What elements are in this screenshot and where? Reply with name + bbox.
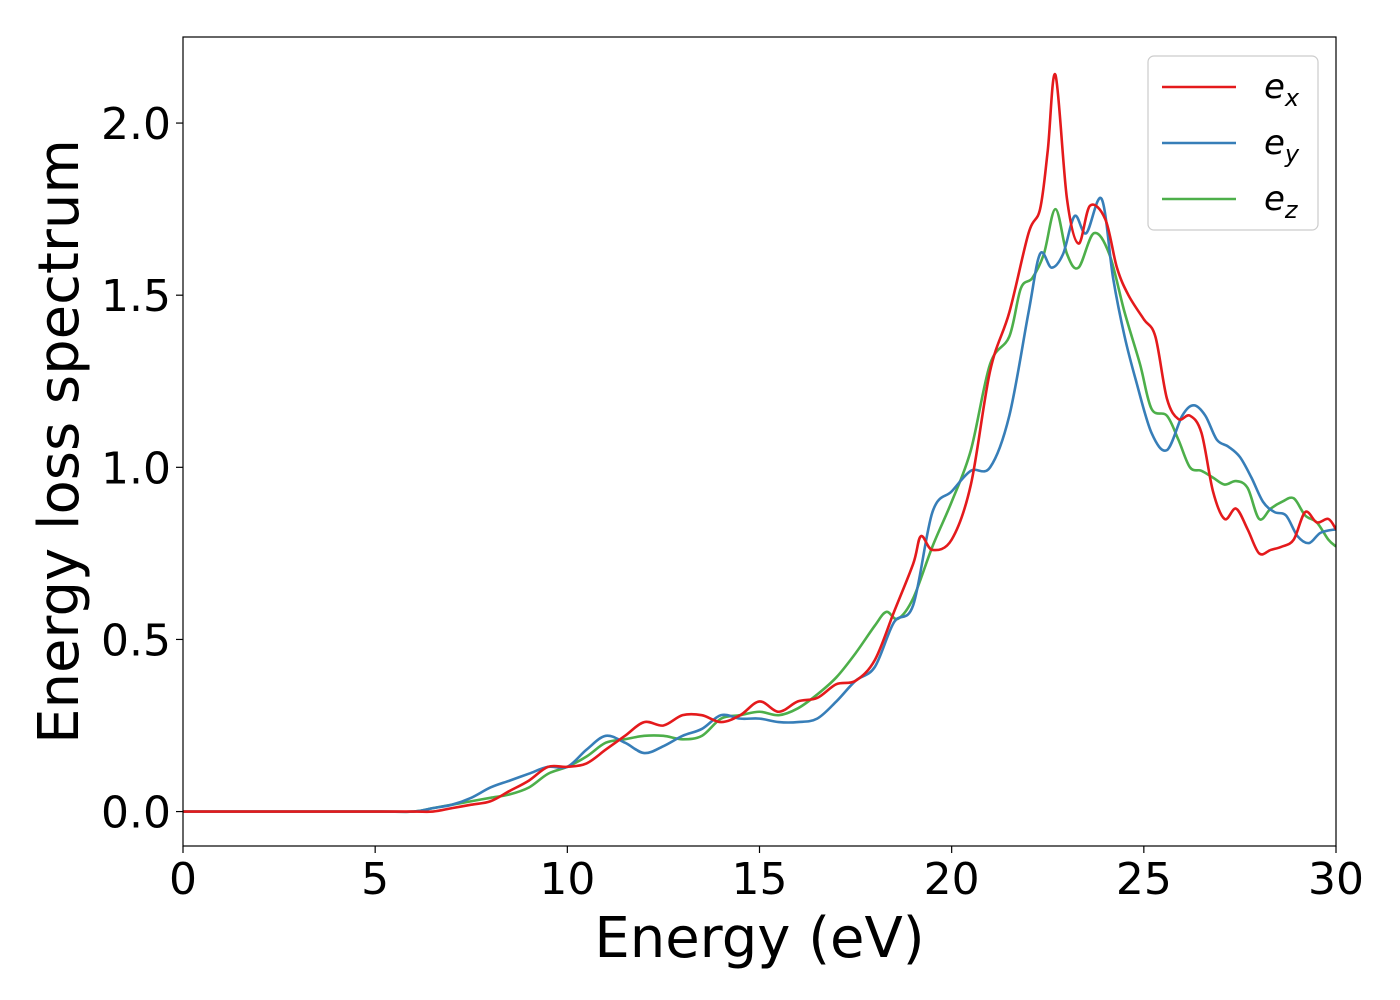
legend-label-x: ex — [1264, 67, 1300, 112]
y-tick-label: 0.0 — [101, 788, 171, 839]
x-tick-label: 10 — [539, 854, 595, 905]
legend-label-z: ez — [1264, 179, 1299, 224]
x-tick-label: 20 — [924, 854, 980, 905]
x-axis-title: Energy (eV) — [594, 906, 924, 971]
x-tick-label: 5 — [361, 854, 389, 905]
y-tick-label: 2.0 — [101, 99, 171, 150]
x-tick-label: 25 — [1116, 854, 1172, 905]
legend: ex ey ez — [1147, 55, 1319, 231]
x-tick-label: 15 — [732, 854, 788, 905]
series-layer — [183, 73, 1336, 814]
x-tick-label: 30 — [1308, 854, 1364, 905]
x-tick-label: 0 — [169, 854, 197, 905]
series-line-y — [183, 196, 1336, 814]
y-tick-label: 1.0 — [101, 443, 171, 494]
series-line-x — [183, 73, 1336, 814]
y-axis-title: Energy loss spectrum — [27, 139, 92, 744]
ticks-layer: 0 5 10 15 20 25 30 0.0 0.5 1.0 1.5 2.0 — [101, 99, 1364, 905]
y-tick-label: 0.5 — [101, 615, 171, 666]
legend-label-y: ey — [1264, 123, 1300, 168]
series-line-z — [183, 207, 1336, 814]
y-tick-label: 1.5 — [101, 271, 171, 322]
